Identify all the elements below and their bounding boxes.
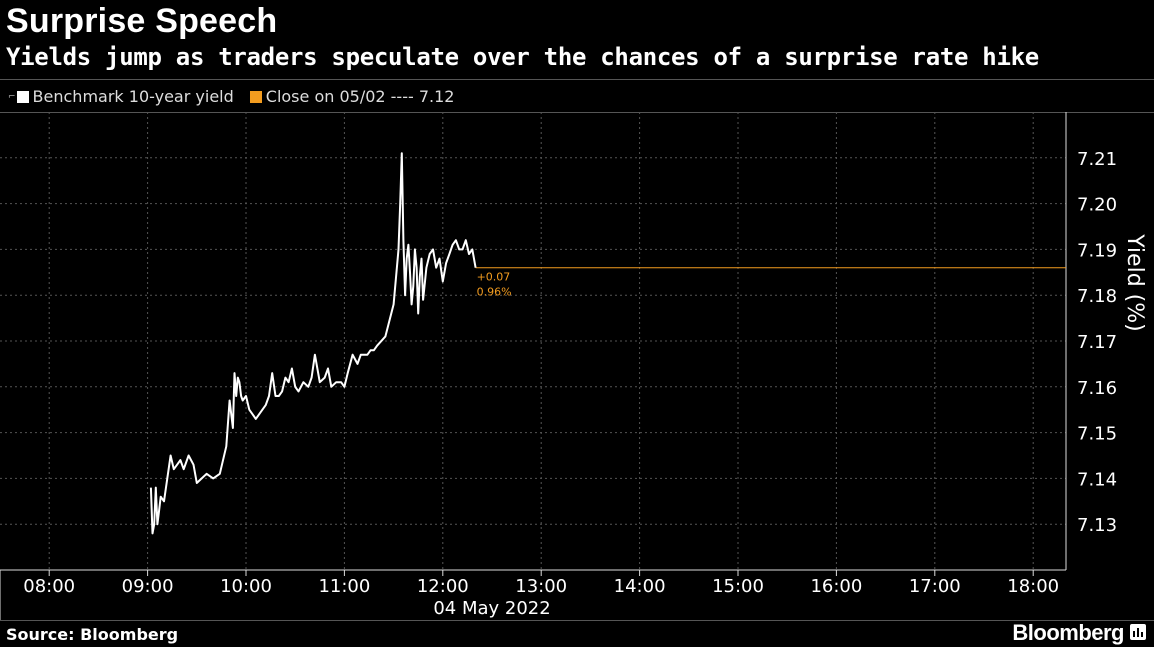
x-tick-label: 18:00 [1007,576,1059,597]
legend-marker-icon: ⌐ [8,92,16,102]
x-tick-label: 11:00 [318,576,370,597]
y-tick-label: 7.14 [1077,469,1117,490]
yield-chart: 7.13 7.14 7.15 7.16 7.17 7.18 7.19 7.20 7.21 08:0… [0,110,1154,620]
yield-series-line [151,153,476,533]
y-tick-label: 7.13 [1077,515,1117,536]
y-tick-label: 7.21 [1077,149,1117,170]
bar-chart-icon [1130,624,1146,640]
y-tick-label: 7.18 [1077,286,1117,307]
x-tick-label: 10:00 [220,576,272,597]
x-tick-label: 15:00 [712,576,764,597]
legend: ⌐ Benchmark 10-year yield Close on 05/02… [8,87,470,106]
y-tick-label: 7.17 [1077,332,1117,353]
x-tick-label: 09:00 [122,576,174,597]
bloomberg-logo: Bloomberg [1012,620,1124,646]
legend-series-swatch [17,91,29,103]
x-tick-label: 13:00 [515,576,567,597]
y-tick-label: 7.15 [1077,424,1117,445]
legend-close-label: Close on 05/02 ---- 7.12 [266,87,455,106]
percent-annotation: 0.96% [477,286,512,299]
footer-divider [0,620,1154,621]
legend-series-label: Benchmark 10-year yield [33,87,234,106]
y-tick-label: 7.20 [1077,195,1117,216]
y-tick-label: 7.19 [1077,240,1117,261]
x-tick-label: 12:00 [417,576,469,597]
x-tick-label: 14:00 [614,576,666,597]
x-tick-label: 17:00 [909,576,961,597]
legend-close-swatch [250,91,262,103]
chart-title: Surprise Speech [6,2,277,41]
x-tick-label: 08:00 [23,576,75,597]
header-divider [0,79,1154,80]
change-annotation: +0.07 [477,271,511,284]
y-axis-label: Yield (%) [1122,233,1147,331]
source-label: Source: Bloomberg [6,625,178,644]
y-tick-label: 7.16 [1077,378,1117,399]
chart-subtitle: Yields jump as traders speculate over th… [6,43,1039,71]
x-axis-label: 04 May 2022 [433,598,550,619]
x-tick-label: 16:00 [810,576,862,597]
